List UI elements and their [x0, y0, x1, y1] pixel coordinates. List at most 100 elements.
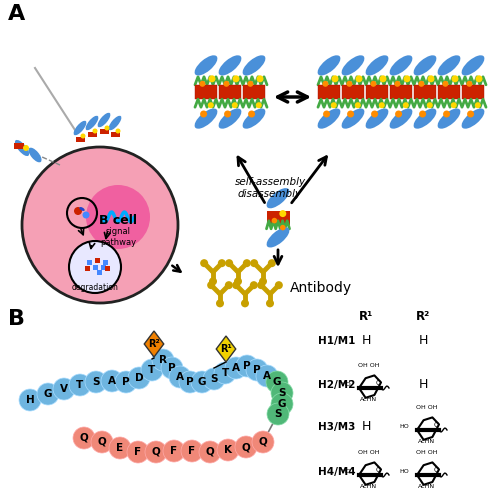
Text: D: D: [134, 373, 143, 383]
Ellipse shape: [80, 207, 84, 211]
Text: P: P: [253, 365, 261, 375]
Text: S: S: [92, 377, 100, 387]
Bar: [93, 265, 98, 270]
Text: G: G: [278, 399, 286, 409]
Bar: [76, 137, 85, 142]
Text: P: P: [243, 361, 251, 371]
Circle shape: [169, 366, 191, 388]
Circle shape: [475, 102, 481, 108]
Circle shape: [236, 355, 258, 377]
Text: A: A: [232, 363, 240, 373]
Circle shape: [232, 102, 238, 108]
Text: HO: HO: [399, 469, 409, 474]
Bar: [195, 85, 217, 99]
Text: S: S: [274, 409, 282, 419]
Ellipse shape: [366, 56, 388, 76]
Circle shape: [403, 102, 409, 108]
Circle shape: [145, 441, 167, 463]
Text: OH OH: OH OH: [358, 450, 380, 455]
Circle shape: [86, 185, 150, 249]
Circle shape: [207, 281, 215, 289]
Ellipse shape: [218, 56, 242, 76]
Circle shape: [257, 281, 265, 289]
Text: P: P: [168, 363, 176, 373]
Circle shape: [216, 300, 224, 308]
Circle shape: [466, 81, 472, 87]
Circle shape: [272, 218, 277, 224]
Circle shape: [280, 210, 286, 217]
Circle shape: [443, 110, 450, 117]
Circle shape: [19, 389, 41, 411]
Circle shape: [331, 102, 337, 108]
Circle shape: [203, 368, 225, 390]
Circle shape: [115, 371, 137, 393]
Circle shape: [266, 371, 288, 393]
Bar: [266, 211, 289, 225]
Text: OH OH: OH OH: [358, 363, 380, 368]
Circle shape: [73, 427, 95, 449]
Circle shape: [37, 383, 59, 405]
Circle shape: [252, 431, 274, 453]
Text: A: A: [263, 371, 271, 381]
Circle shape: [266, 300, 274, 308]
Circle shape: [467, 110, 474, 117]
Ellipse shape: [194, 108, 218, 128]
Ellipse shape: [438, 108, 460, 128]
Circle shape: [323, 110, 330, 117]
Bar: [318, 85, 340, 99]
Circle shape: [427, 102, 433, 108]
Text: B cell: B cell: [99, 214, 137, 228]
Circle shape: [404, 76, 410, 82]
Text: S: S: [278, 388, 286, 398]
Circle shape: [225, 281, 233, 289]
Circle shape: [179, 371, 201, 393]
Circle shape: [268, 259, 276, 267]
Ellipse shape: [194, 56, 218, 76]
Bar: [105, 266, 110, 271]
Circle shape: [109, 437, 131, 459]
Text: E: E: [116, 443, 123, 453]
Polygon shape: [216, 336, 236, 362]
Circle shape: [347, 110, 354, 117]
Text: G: G: [44, 389, 52, 399]
Text: O: O: [434, 422, 439, 428]
Circle shape: [243, 259, 251, 267]
Circle shape: [395, 110, 402, 117]
Circle shape: [280, 225, 285, 230]
Ellipse shape: [342, 56, 364, 76]
Circle shape: [152, 349, 174, 371]
Circle shape: [332, 76, 338, 82]
Text: F: F: [134, 447, 141, 457]
Circle shape: [116, 128, 120, 134]
Text: OH OH: OH OH: [416, 450, 438, 455]
Text: AcHN: AcHN: [360, 484, 378, 490]
Ellipse shape: [462, 56, 484, 76]
Text: Q: Q: [80, 433, 88, 443]
Text: Q: Q: [152, 447, 160, 457]
Circle shape: [256, 76, 264, 82]
Text: O: O: [434, 467, 439, 473]
Circle shape: [275, 281, 283, 289]
Bar: [103, 260, 108, 265]
Circle shape: [80, 134, 86, 138]
Circle shape: [241, 300, 249, 308]
Circle shape: [200, 110, 207, 117]
Circle shape: [322, 81, 328, 87]
Bar: [87, 260, 92, 265]
Text: AcHN: AcHN: [418, 484, 436, 490]
Text: A: A: [108, 376, 116, 386]
Ellipse shape: [86, 116, 98, 130]
Text: H3/M3: H3/M3: [318, 422, 356, 432]
Text: F: F: [188, 446, 196, 456]
Ellipse shape: [414, 108, 436, 128]
Text: O: O: [376, 380, 381, 386]
Circle shape: [248, 81, 254, 87]
Circle shape: [214, 362, 236, 384]
Ellipse shape: [390, 56, 412, 76]
Ellipse shape: [366, 108, 388, 128]
Text: F: F: [170, 446, 177, 456]
Text: K: K: [224, 445, 232, 455]
Circle shape: [218, 259, 226, 267]
Circle shape: [419, 110, 426, 117]
Circle shape: [256, 102, 262, 108]
